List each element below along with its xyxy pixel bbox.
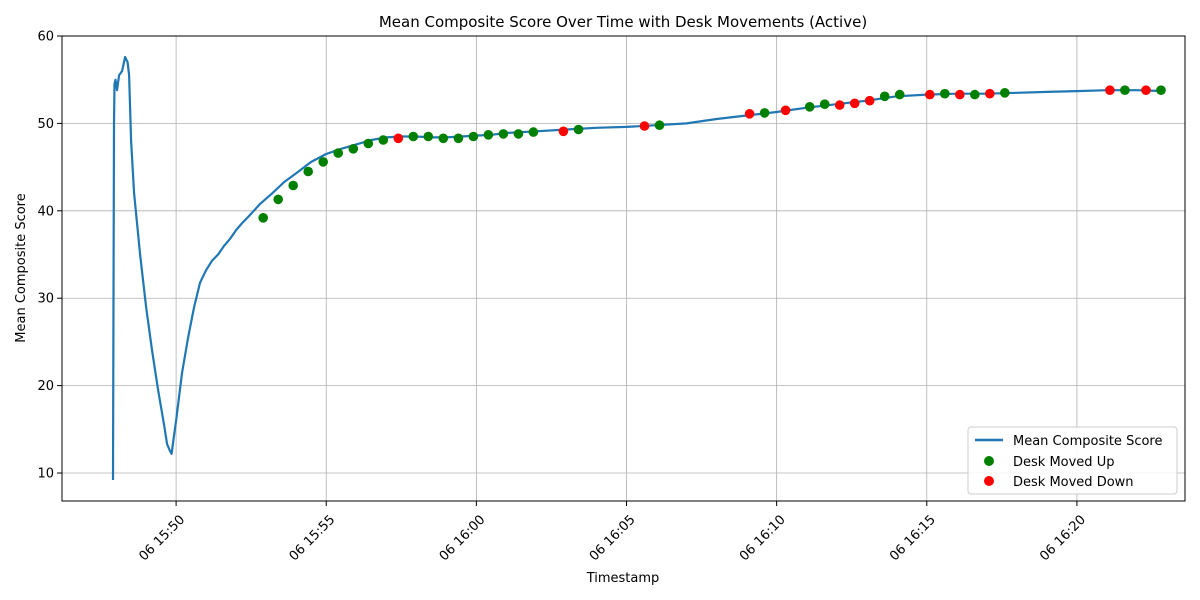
desk-up-point xyxy=(940,88,950,99)
desk-down-point xyxy=(925,89,935,100)
desk-down-point xyxy=(849,98,860,109)
y-axis-label: Mean Composite Score xyxy=(14,193,29,342)
desk-up-point xyxy=(513,129,524,139)
desk-down-point xyxy=(639,121,650,131)
desk-up-point xyxy=(273,194,284,205)
desk-up-point xyxy=(498,129,509,139)
desk-up-point xyxy=(528,127,539,137)
desk-down-point xyxy=(864,95,875,106)
desk-up-point xyxy=(483,130,494,140)
desk-up-point xyxy=(408,131,419,142)
legend-label-up: Desk Moved Up xyxy=(1013,455,1114,470)
legend-box xyxy=(967,426,1178,495)
desk-up-point xyxy=(970,89,980,100)
desk-down-point xyxy=(558,126,569,137)
desk-down-point xyxy=(1105,85,1115,95)
desk-up-point xyxy=(318,157,329,167)
x-axis-label: Timestamp xyxy=(586,571,660,586)
desk-up-point xyxy=(1000,88,1010,98)
y-tick-label: 10 xyxy=(37,467,54,482)
desk-down-point xyxy=(1141,85,1151,95)
y-tick-label: 60 xyxy=(37,30,54,45)
desk-up-point xyxy=(1156,85,1166,95)
desk-up-point xyxy=(363,138,374,149)
y-tick-label: 30 xyxy=(37,292,54,307)
desk-up-point xyxy=(423,131,434,142)
desk-up-point xyxy=(759,108,770,118)
desk-up-point xyxy=(258,213,269,223)
score-line xyxy=(111,55,1165,481)
legend-label-down: Desk Moved Down xyxy=(1013,475,1134,490)
y-tick-label: 20 xyxy=(37,379,54,394)
desk-down-point xyxy=(744,109,755,119)
y-tick-label: 40 xyxy=(37,204,54,219)
desk-up-point xyxy=(468,131,479,142)
plot-frame xyxy=(61,35,1186,502)
desk-up-point xyxy=(804,102,815,112)
desk-up-point xyxy=(453,133,464,144)
desk-up-point xyxy=(819,99,830,109)
legend: Mean Composite Score Desk Moved Up Desk … xyxy=(967,426,1178,495)
desk-down-point xyxy=(985,88,995,99)
desk-up-point xyxy=(378,135,389,145)
desk-up-point xyxy=(573,124,584,135)
desk-down-point xyxy=(955,89,965,100)
desk-down-point xyxy=(393,133,404,144)
y-tick-label: 50 xyxy=(37,117,54,132)
desk-up-point xyxy=(1120,85,1130,95)
desk-up-point xyxy=(303,166,314,177)
desk-up-point xyxy=(348,144,359,154)
desk-down-point xyxy=(834,100,845,110)
desk-down-point xyxy=(780,105,791,116)
plot-area xyxy=(111,55,1166,481)
desk-up-point xyxy=(333,148,344,158)
desk-up-point xyxy=(288,180,299,191)
desk-up-point xyxy=(879,91,890,102)
chart-title: Mean Composite Score Over Time with Desk… xyxy=(379,13,867,31)
desk-up-point xyxy=(894,89,905,100)
desk-up-point xyxy=(654,120,665,130)
legend-down-swatch xyxy=(984,476,994,486)
legend-up-swatch xyxy=(984,456,994,466)
desk-up-point xyxy=(438,133,449,144)
legend-label-score: Mean Composite Score xyxy=(1013,434,1162,449)
